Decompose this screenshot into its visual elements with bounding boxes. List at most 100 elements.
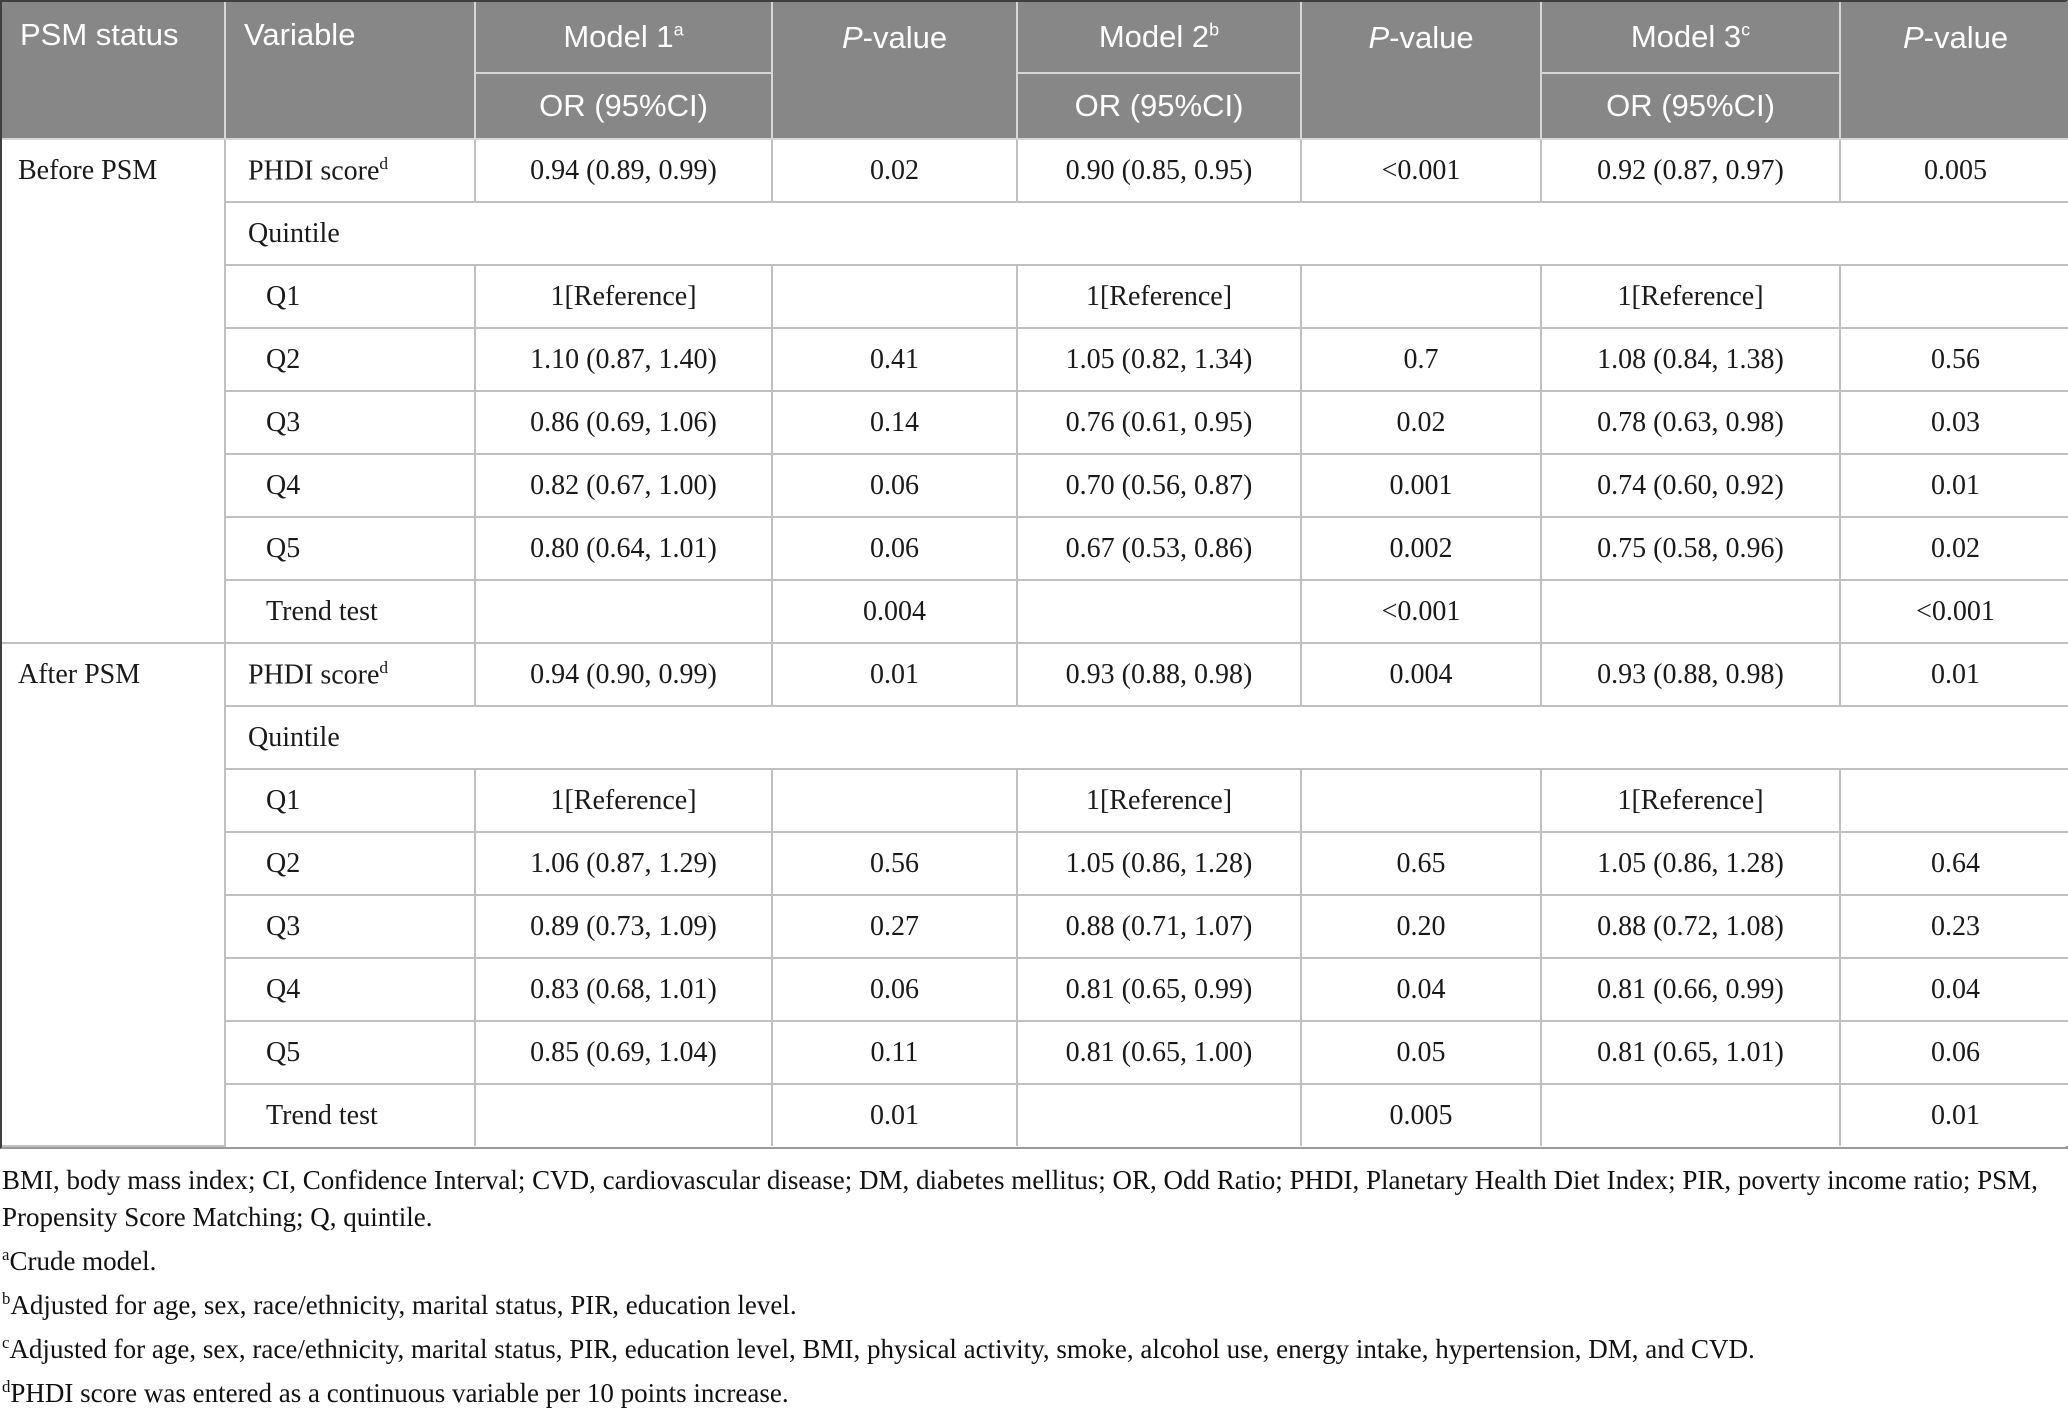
- header-psm-status: PSM status: [2, 2, 226, 140]
- psm-status-cell: After PSM: [2, 642, 226, 1147]
- p-value-cell: 0.64: [1839, 831, 2068, 896]
- header-row-1: PSM status Variable Model 1a P-value Mod…: [2, 2, 2068, 140]
- variable-cell: Trend test: [225, 579, 476, 644]
- footnote-c-text: Adjusted for age, sex, race/ethnicity, m…: [9, 1334, 1755, 1364]
- variable-cell: PHDI scored: [224, 138, 476, 203]
- header-p-value-2: P-value: [1300, 2, 1542, 140]
- p-italic: P: [1902, 20, 1924, 55]
- p-value-cell: 0.06: [1839, 1020, 2068, 1085]
- variable-cell: Trend test: [225, 1083, 476, 1146]
- header-model-3: Model 3c: [1540, 2, 1841, 74]
- footnote-b-superscript: b: [2, 1289, 11, 1308]
- footnote-a-superscript: a: [2, 1245, 10, 1264]
- or-ci-cell: [474, 1083, 773, 1146]
- or-ci-cell: 0.89 (0.73, 1.09): [474, 894, 773, 959]
- p-italic: P: [841, 20, 863, 55]
- table-row: Q5 0.80 (0.64, 1.01) 0.06 0.67 (0.53, 0.86)…: [2, 516, 2068, 581]
- or-ci-cell: 0.92 (0.87, 0.97): [1540, 138, 1841, 203]
- or-ci-cell: 0.88 (0.71, 1.07): [1016, 894, 1302, 959]
- footnote-c: cAdjusted for age, sex, race/ethnicity, …: [2, 1324, 2054, 1368]
- group-label-cell: Quintile: [225, 201, 2068, 266]
- or-ci-cell: 1[Reference]: [1540, 264, 1841, 329]
- p-value-cell: 0.005: [1839, 138, 2068, 203]
- or-ci-cell: 0.81 (0.65, 1.00): [1016, 1020, 1302, 1085]
- p-value-cell: 0.005: [1300, 1083, 1542, 1146]
- p-value-cell: 0.01: [771, 1083, 1018, 1146]
- p-value-cell: 0.27: [771, 894, 1018, 959]
- model-2-superscript: b: [1209, 19, 1220, 40]
- table-row: Q1 1[Reference] 1[Reference] 1[Reference]: [2, 768, 2068, 833]
- or-ci-cell: 0.94 (0.90, 0.99): [474, 642, 773, 707]
- table-row: Q1 1[Reference] 1[Reference] 1[Reference]: [2, 264, 2068, 329]
- variable-cell: Q1: [225, 768, 476, 833]
- p-value-cell: 0.002: [1300, 516, 1542, 581]
- p-value-cell: [1300, 264, 1542, 329]
- table-row: Trend test 0.004 <0.001 <0.001: [2, 579, 2068, 644]
- header-or-ci-3: OR (95%CI): [1540, 72, 1840, 140]
- header-row-2: OR (95%CI) OR (95%CI) OR (95%CI): [2, 72, 2068, 140]
- or-ci-cell: 1.05 (0.86, 1.28): [1016, 831, 1302, 896]
- footnote-abbreviations: BMI, body mass index; CI, Confidence Int…: [2, 1165, 2038, 1232]
- table-row: Trend test 0.01 0.005 0.01: [2, 1083, 2068, 1146]
- or-ci-cell: 1[Reference]: [1016, 264, 1302, 329]
- variable-cell: Q4: [225, 453, 476, 518]
- p-value-cell: 0.20: [1300, 894, 1542, 959]
- variable-cell: Q3: [225, 894, 476, 959]
- or-ci-cell: 1.10 (0.87, 1.40): [474, 327, 773, 392]
- header-model-2: Model 2b: [1016, 2, 1302, 74]
- p-value-cell: 0.06: [771, 957, 1018, 1022]
- p-value-cell: 0.05: [1300, 1020, 1542, 1085]
- p-value-cell: [1300, 768, 1542, 833]
- table-wrapper: PSM status Variable Model 1a P-value Mod…: [0, 0, 2068, 1149]
- or-ci-cell: 0.86 (0.69, 1.06): [474, 390, 773, 455]
- header-or-ci-2: OR (95%CI): [1016, 72, 1302, 140]
- p-value-cell: 0.02: [1300, 390, 1542, 455]
- variable-superscript: d: [379, 153, 389, 173]
- or-ci-cell: 1[Reference]: [1540, 768, 1841, 833]
- p-value-cell: <0.001: [1300, 579, 1542, 644]
- model-1-label: Model 1: [563, 19, 674, 54]
- header-p-value-3: P-value: [1839, 2, 2068, 140]
- or-ci-cell: 1.05 (0.82, 1.34): [1016, 327, 1302, 392]
- p-value-cell: 0.01: [1839, 453, 2068, 518]
- or-ci-cell: 0.93 (0.88, 0.98): [1016, 642, 1302, 707]
- p-value-cell: [771, 768, 1018, 833]
- p-value-cell: 0.65: [1300, 831, 1542, 896]
- or-ci-cell: [1540, 579, 1841, 644]
- or-ci-cell: 1[Reference]: [474, 768, 773, 833]
- table-footnotes: BMI, body mass index; CI, Confidence Int…: [0, 1162, 2054, 1412]
- footnote-c-superscript: c: [2, 1333, 10, 1352]
- variable-cell: Q2: [225, 831, 476, 896]
- table-row: Q3 0.89 (0.73, 1.09) 0.27 0.88 (0.71, 1.07)…: [2, 894, 2068, 959]
- p-value-cell: 0.02: [771, 138, 1018, 203]
- or-ci-cell: 0.81 (0.65, 0.99): [1016, 957, 1302, 1022]
- or-ci-cell: 0.94 (0.89, 0.99): [474, 138, 773, 203]
- p-rest: -value: [1923, 20, 2009, 55]
- p-value-cell: 0.56: [771, 831, 1018, 896]
- table-body: Before PSM PHDI scored 0.94 (0.89, 0.99) 0.…: [2, 138, 2068, 1147]
- variable-cell: PHDI scored: [224, 642, 476, 707]
- footnote-d: dPHDI score was entered as a continuous …: [2, 1368, 2054, 1412]
- or-ci-cell: 0.80 (0.64, 1.01): [474, 516, 773, 581]
- table-header: PSM status Variable Model 1a P-value Mod…: [2, 2, 2068, 140]
- footnote-d-text: PHDI score was entered as a continuous v…: [10, 1378, 789, 1408]
- or-ci-cell: 0.88 (0.72, 1.08): [1540, 894, 1841, 959]
- p-value-cell: 0.004: [771, 579, 1018, 644]
- p-value-cell: 0.06: [771, 453, 1018, 518]
- or-ci-cell: 0.78 (0.63, 0.98): [1540, 390, 1841, 455]
- or-ci-cell: 0.90 (0.85, 0.95): [1016, 138, 1302, 203]
- variable-cell: Q1: [225, 264, 476, 329]
- or-ci-cell: 1.08 (0.84, 1.38): [1540, 327, 1841, 392]
- p-value-cell: <0.001: [1839, 579, 2068, 644]
- or-ci-cell: 0.81 (0.65, 1.01): [1540, 1020, 1841, 1085]
- p-value-cell: [1839, 264, 2068, 329]
- header-or-ci-1: OR (95%CI): [475, 72, 773, 140]
- results-table: PSM status Variable Model 1a P-value Mod…: [2, 2, 2068, 1147]
- variable-cell: Q4: [225, 957, 476, 1022]
- footnote-b-text: Adjusted for age, sex, race/ethnicity, m…: [10, 1290, 797, 1320]
- or-ci-cell: 1.05 (0.86, 1.28): [1540, 831, 1841, 896]
- or-ci-cell: 0.81 (0.66, 0.99): [1540, 957, 1841, 1022]
- p-value-cell: 0.01: [1839, 1083, 2068, 1146]
- header-p-value-1: P-value: [771, 2, 1018, 140]
